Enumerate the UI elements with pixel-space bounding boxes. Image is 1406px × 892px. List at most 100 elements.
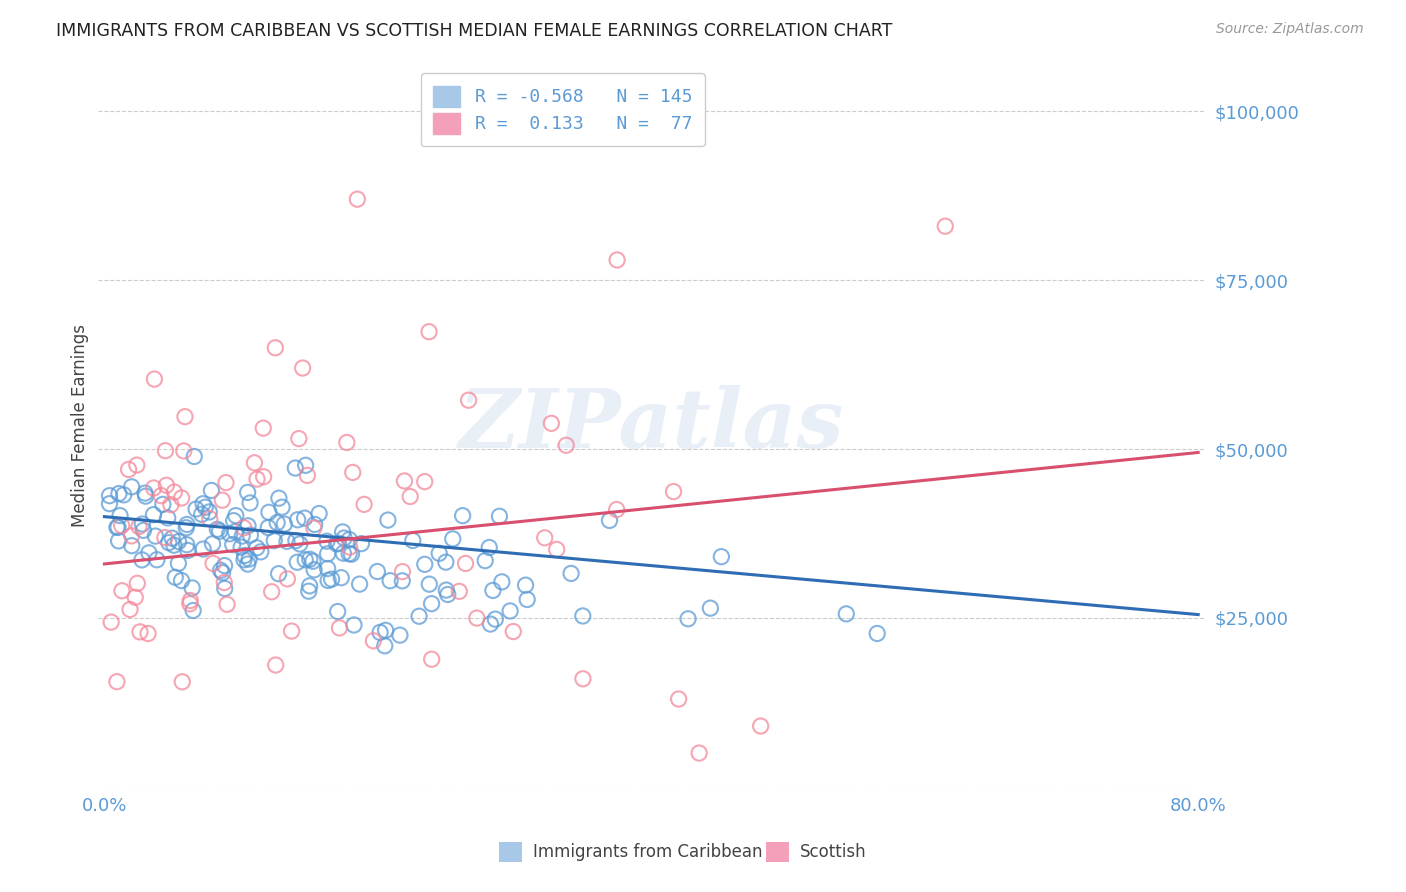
Point bbox=[222, 537, 245, 551]
Point bbox=[280, 624, 302, 639]
Point bbox=[420, 652, 443, 666]
Point bbox=[451, 508, 474, 523]
Point bbox=[499, 604, 522, 618]
Point bbox=[294, 511, 316, 525]
Point bbox=[194, 500, 217, 515]
Point bbox=[391, 565, 413, 579]
Point bbox=[302, 563, 325, 577]
Point bbox=[546, 542, 568, 557]
Point bbox=[294, 458, 316, 473]
Point bbox=[346, 192, 368, 206]
Point bbox=[233, 549, 256, 563]
Point bbox=[155, 443, 177, 458]
Point bbox=[135, 489, 157, 503]
Point bbox=[238, 552, 260, 566]
Point bbox=[342, 466, 364, 480]
Point bbox=[170, 574, 193, 588]
Point bbox=[190, 508, 212, 522]
Point bbox=[330, 571, 353, 585]
Point bbox=[399, 490, 422, 504]
Point bbox=[478, 541, 501, 555]
Point bbox=[172, 674, 194, 689]
Point bbox=[218, 526, 240, 541]
Point bbox=[540, 417, 562, 431]
Point bbox=[302, 554, 325, 568]
Point bbox=[212, 575, 235, 590]
Point bbox=[124, 591, 146, 605]
Point bbox=[934, 219, 956, 234]
Point bbox=[332, 546, 354, 560]
Point bbox=[366, 565, 388, 579]
Point bbox=[474, 554, 496, 568]
Point bbox=[198, 505, 221, 519]
Point bbox=[236, 518, 259, 533]
Point bbox=[198, 512, 221, 526]
Point bbox=[555, 438, 578, 452]
Point bbox=[340, 547, 363, 561]
Point bbox=[160, 531, 183, 545]
Point bbox=[105, 674, 128, 689]
Point bbox=[326, 605, 349, 619]
Point bbox=[243, 456, 266, 470]
Point bbox=[316, 561, 339, 575]
Point bbox=[191, 497, 214, 511]
Point bbox=[515, 578, 537, 592]
Point bbox=[482, 583, 505, 598]
Point bbox=[264, 341, 287, 355]
Point bbox=[572, 672, 595, 686]
Point bbox=[418, 577, 440, 591]
Point bbox=[184, 502, 207, 516]
Point bbox=[316, 547, 339, 561]
Point bbox=[170, 491, 193, 505]
Point bbox=[267, 566, 290, 581]
Point bbox=[267, 491, 290, 505]
Point bbox=[111, 518, 134, 533]
Point bbox=[339, 540, 361, 554]
Point bbox=[325, 537, 347, 551]
Point bbox=[266, 516, 288, 530]
Point bbox=[224, 524, 246, 539]
Point bbox=[676, 612, 699, 626]
Point bbox=[260, 584, 283, 599]
Point bbox=[288, 537, 311, 551]
Text: ZIPatlas: ZIPatlas bbox=[458, 385, 844, 466]
Point bbox=[129, 624, 152, 639]
Point bbox=[215, 475, 238, 490]
Point bbox=[155, 478, 177, 492]
Point bbox=[107, 533, 129, 548]
Point bbox=[181, 581, 204, 595]
Point bbox=[153, 531, 176, 545]
Point bbox=[167, 557, 190, 571]
Point bbox=[214, 558, 236, 573]
Point bbox=[200, 483, 222, 498]
Point bbox=[454, 557, 477, 571]
Point bbox=[150, 489, 173, 503]
Point bbox=[136, 626, 159, 640]
Point bbox=[201, 537, 224, 551]
Point bbox=[246, 472, 269, 486]
Point bbox=[441, 532, 464, 546]
Point bbox=[231, 529, 253, 543]
Point bbox=[349, 577, 371, 591]
Point bbox=[160, 498, 183, 512]
Point bbox=[420, 597, 443, 611]
Point bbox=[378, 574, 401, 588]
Point bbox=[749, 719, 772, 733]
Point bbox=[177, 543, 200, 558]
Point bbox=[107, 520, 129, 534]
Point bbox=[112, 488, 135, 502]
Point bbox=[294, 552, 316, 566]
Point bbox=[560, 566, 582, 581]
Point bbox=[111, 583, 134, 598]
Point bbox=[391, 574, 413, 588]
Point bbox=[146, 553, 169, 567]
Point bbox=[121, 480, 143, 494]
Point bbox=[236, 485, 259, 500]
Text: Source: ZipAtlas.com: Source: ZipAtlas.com bbox=[1216, 22, 1364, 37]
Point bbox=[394, 474, 416, 488]
Point bbox=[271, 500, 294, 515]
Point bbox=[298, 552, 321, 566]
Point bbox=[502, 624, 524, 639]
Point bbox=[208, 524, 231, 539]
Point bbox=[138, 546, 160, 560]
